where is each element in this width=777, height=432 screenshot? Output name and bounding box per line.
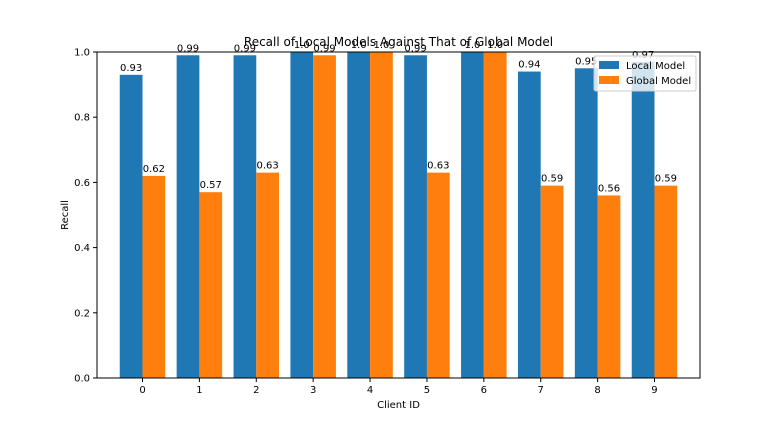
bar-local-9 <box>631 61 655 378</box>
legend-label-local: Local Model <box>626 61 685 72</box>
data-label-local-0: 0.93 <box>120 63 142 74</box>
bar-global-4 <box>370 52 393 378</box>
data-label-global-0: 0.62 <box>143 164 165 175</box>
x-tick-label-3: 3 <box>310 385 316 396</box>
chart-title: Recall of Local Models Against That of G… <box>244 35 553 49</box>
y-tick-label-0.8: 0.8 <box>74 113 90 124</box>
legend-swatch-local <box>599 61 619 69</box>
legend-swatch-global <box>599 76 619 84</box>
ticks-layer: 0 1 2 3 4 5 6 7 8 9 0.0 0.2 0.4 0.6 0.8 1.0 <box>74 48 658 397</box>
legend-label-global: Global Model <box>626 76 691 87</box>
bar-global-7 <box>540 185 564 378</box>
legend: Local Model Global Model <box>593 55 697 92</box>
data-label-local-2: 0.99 <box>234 43 256 54</box>
data-label-global-2: 0.63 <box>257 161 279 172</box>
bars-layer <box>119 52 678 379</box>
bar-local-8 <box>574 68 598 379</box>
data-label-global-5: 0.63 <box>427 161 449 172</box>
data-label-global-6: 1.0 <box>487 40 503 51</box>
data-label-local-7: 0.94 <box>518 60 540 71</box>
data-label-local-8: 0.95 <box>575 56 597 67</box>
bar-global-0 <box>142 175 166 378</box>
data-label-global-9: 0.59 <box>655 174 677 185</box>
data-label-global-3: 0.99 <box>313 43 335 54</box>
bar-local-2 <box>233 55 257 378</box>
bar-global-1 <box>199 192 223 378</box>
x-tick-label-4: 4 <box>367 385 373 396</box>
data-label-local-6: 1.0 <box>464 40 480 51</box>
x-tick-label-2: 2 <box>253 385 259 396</box>
bar-local-6 <box>461 52 484 378</box>
bar-local-5 <box>404 55 427 378</box>
x-tick-label-8: 8 <box>594 385 600 396</box>
data-labels-layer: 0.930.99 0.99 1.0 1.0 0.99 1.00.94 0.950.970.6… <box>120 40 677 194</box>
data-label-local-5: 0.99 <box>404 43 426 54</box>
y-tick-label-1.0: 1.0 <box>74 48 90 59</box>
data-label-global-4: 1.0 <box>373 40 389 51</box>
x-tick-label-0: 0 <box>139 385 145 396</box>
bar-global-8 <box>597 195 621 378</box>
x-tick-label-6: 6 <box>481 385 487 396</box>
data-label-global-1: 0.57 <box>200 180 222 191</box>
axes-frame <box>96 51 701 379</box>
data-label-local-3: 1.0 <box>294 40 310 51</box>
bar-global-3 <box>313 55 336 378</box>
x-axis-label: Client ID <box>377 400 420 411</box>
bar-local-4 <box>347 52 371 378</box>
data-label-global-8: 0.56 <box>598 183 620 194</box>
bar-local-0 <box>119 74 143 378</box>
bar-local-3 <box>290 52 314 378</box>
bar-local-7 <box>517 71 541 378</box>
legend-box <box>593 55 697 92</box>
bar-global-9 <box>654 185 678 378</box>
y-tick-label-0.2: 0.2 <box>74 308 90 319</box>
x-tick-label-9: 9 <box>651 385 657 396</box>
y-tick-label-0.6: 0.6 <box>74 178 90 189</box>
bar-local-1 <box>176 55 200 378</box>
y-tick-label-0.4: 0.4 <box>74 243 90 254</box>
bar-global-6 <box>483 52 507 378</box>
x-tick-label-7: 7 <box>538 385 544 396</box>
bar-global-2 <box>256 172 280 378</box>
data-label-local-4: 1.0 <box>351 40 367 51</box>
x-tick-label-1: 1 <box>196 385 202 396</box>
y-axis-label: Recall <box>60 200 71 230</box>
x-tick-label-5: 5 <box>424 385 430 396</box>
data-label-global-7: 0.59 <box>541 174 563 185</box>
bar-global-5 <box>426 172 450 378</box>
data-label-local-9: 0.97 <box>632 50 654 61</box>
data-label-local-1: 0.99 <box>177 43 199 54</box>
y-tick-label-0.0: 0.0 <box>74 374 90 385</box>
